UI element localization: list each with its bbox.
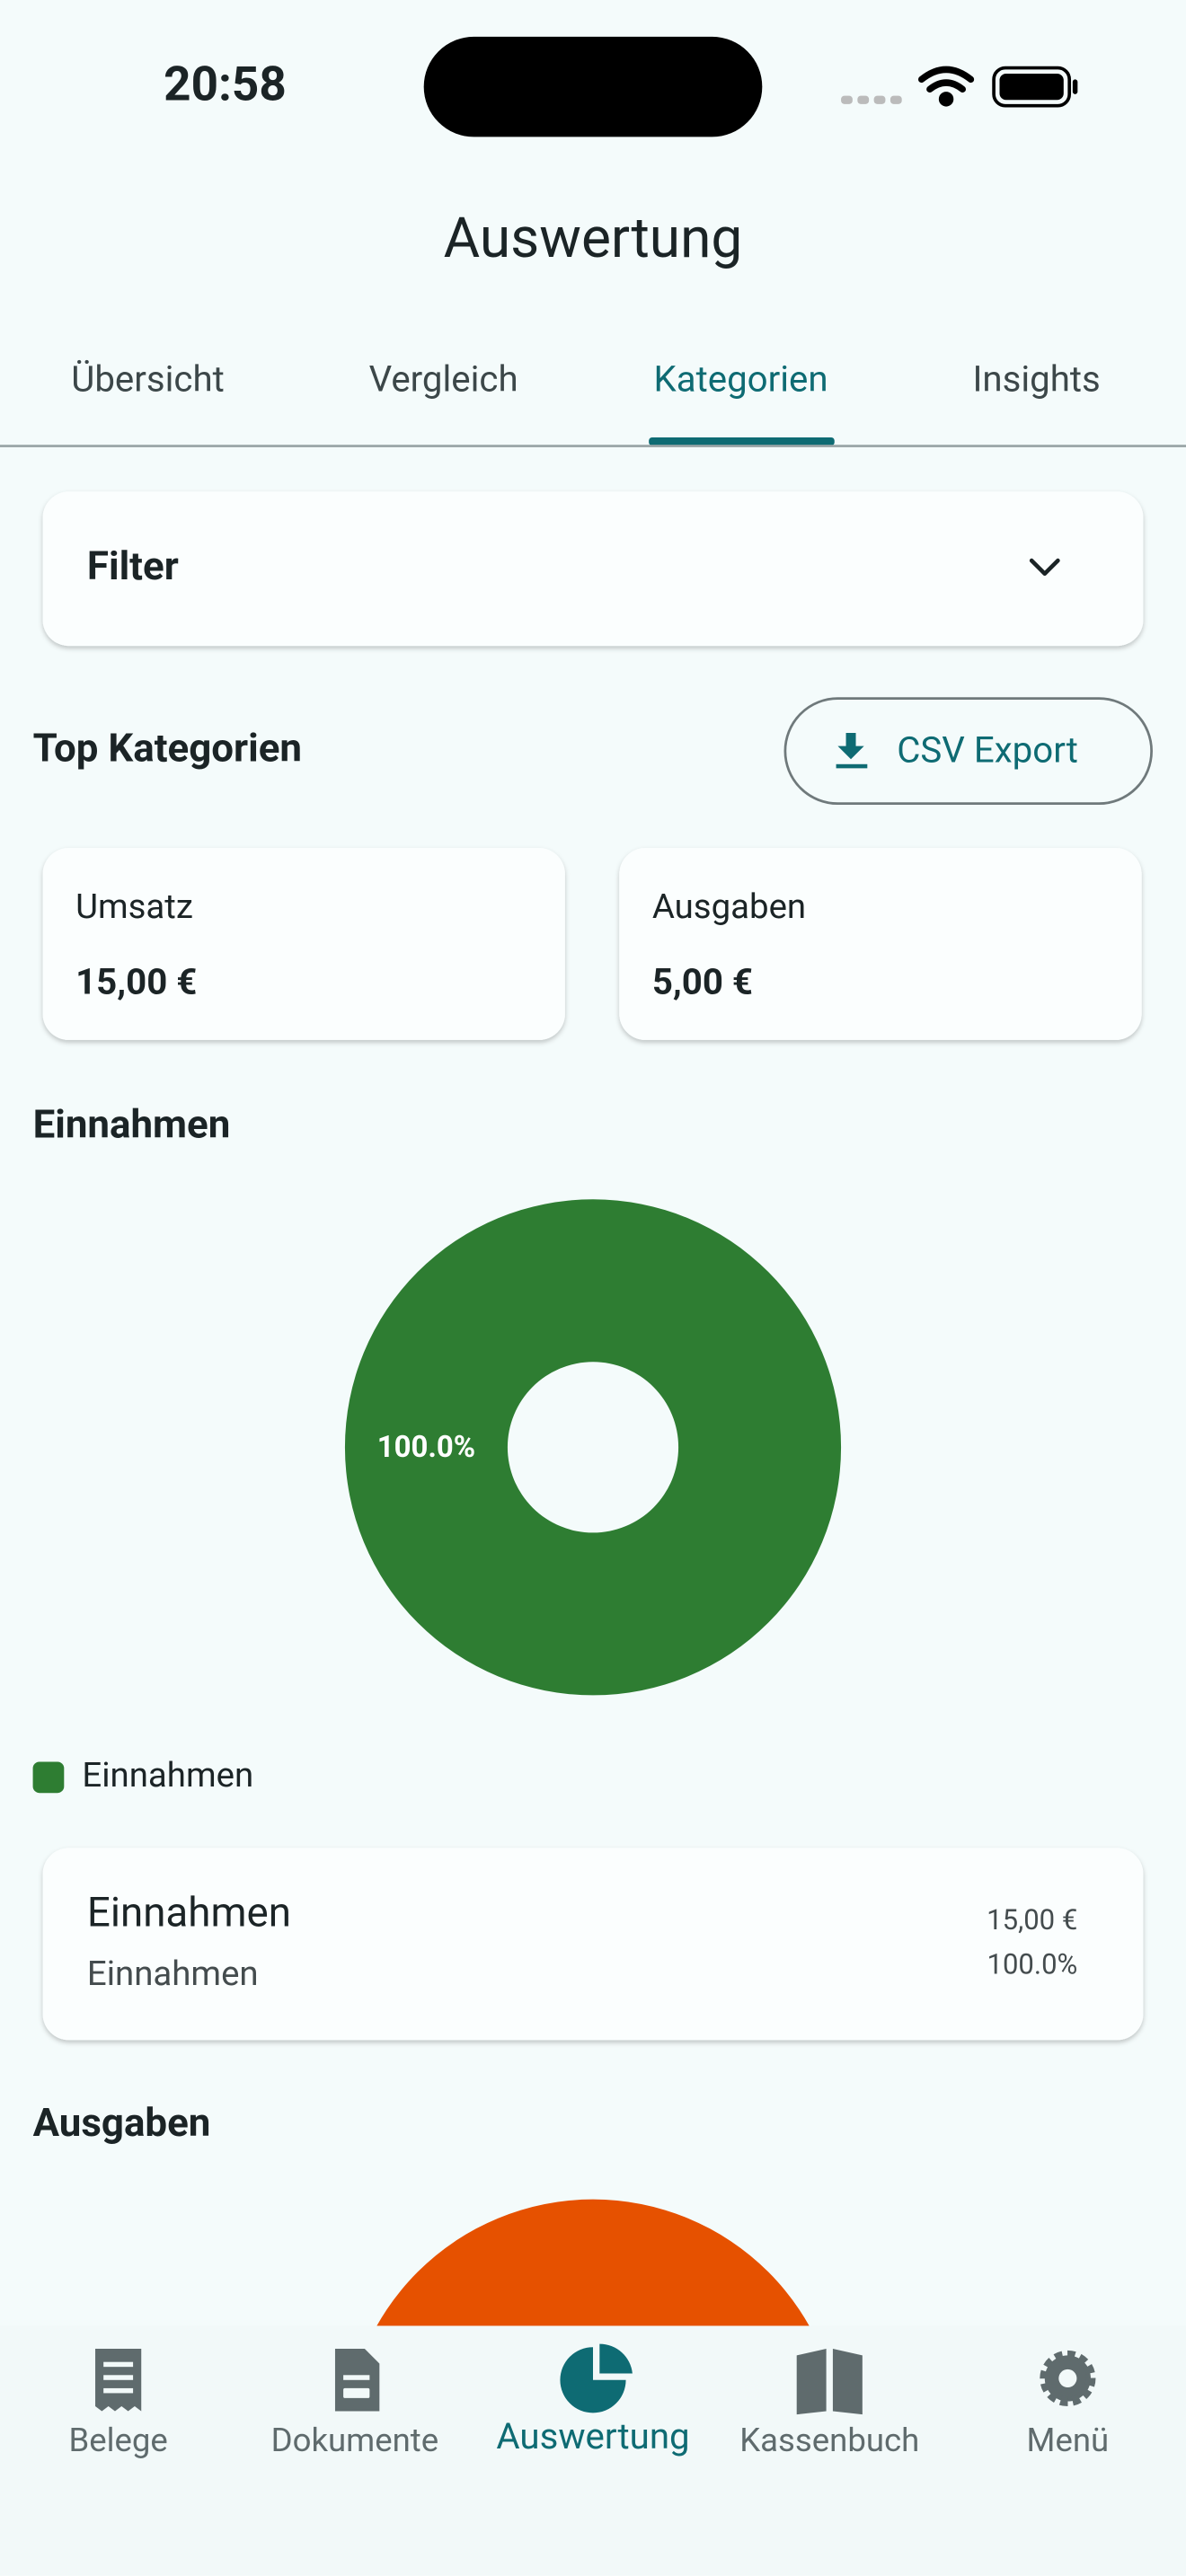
tab[interactable]: Kategorien: [654, 357, 828, 400]
chevron-icon: [1029, 558, 1060, 576]
legend-swatch: [32, 1761, 65, 1794]
legend-label: Einnahmen: [82, 1755, 253, 1795]
breakdown-card: [42, 1848, 1144, 2041]
breakdown-title: Einnahmen: [87, 1889, 291, 1936]
breakdown-percent: 100.0%: [987, 1947, 1078, 1981]
tab-divider: [0, 445, 1186, 447]
signal-icon: [841, 95, 902, 104]
slice-label: 100.0%: [377, 1430, 475, 1465]
charts: Einnahmen 100.0% Einnahmen Ausgaben: [32, 1100, 842, 2326]
book-icon: [796, 2349, 863, 2415]
tab-bar: Übersicht Vergleich Kategorien Insights: [71, 357, 1101, 400]
nav-label[interactable]: Auswertung: [496, 2415, 689, 2457]
battery-icon: [992, 66, 1078, 108]
filter-card[interactable]: [42, 491, 1144, 647]
nav-label[interactable]: Belege: [68, 2421, 167, 2459]
card-label: Umsatz: [75, 887, 193, 927]
summary-cards: Umsatz 15,00 € Ausgaben 5,00 €: [42, 848, 1142, 1040]
card-value: 15,00 €: [75, 960, 197, 1002]
chart-title: Ausgaben: [33, 2099, 211, 2146]
export-label: CSV Export: [897, 729, 1078, 772]
tab[interactable]: Übersicht: [71, 357, 225, 400]
dynamic-island: [423, 36, 763, 137]
filter-label: Filter: [87, 543, 179, 589]
receipt-icon: [95, 2349, 142, 2412]
nav-label[interactable]: Dokumente: [271, 2421, 438, 2459]
chart-title: Einnahmen: [33, 1100, 231, 1147]
breakdown-amount: 15,00 €: [987, 1903, 1077, 1936]
summary-card: [619, 848, 1142, 1040]
section-title: Top Kategorien: [33, 725, 302, 772]
document-icon: [334, 2349, 380, 2412]
summary-card: [42, 848, 565, 1040]
nav-label[interactable]: Menü: [1027, 2421, 1110, 2459]
nav-label[interactable]: Kassenbuch: [739, 2421, 919, 2459]
pie-slice: [376, 2199, 810, 2326]
export-button[interactable]: [783, 697, 1153, 806]
nav-items: Belege Dokumente Auswertung Kassenbuch Menü: [68, 2415, 1109, 2459]
status-time: 20:58: [164, 57, 287, 112]
card-value: 5,00 €: [652, 960, 753, 1002]
tab-indicator: [649, 437, 835, 446]
download-icon: [836, 733, 868, 769]
card-label: Ausgaben: [652, 887, 806, 927]
content: Filter Top Kategorien CSV Export Umsatz 1…: [32, 491, 1153, 2326]
wifi-icon: [917, 66, 975, 107]
tab[interactable]: Vergleich: [369, 357, 518, 400]
page-title: Auswertung: [444, 206, 743, 271]
settings-icon: [1040, 2350, 1096, 2407]
breakdown-list: Einnahmen Einnahmen 15,00 € 100.0%: [42, 1848, 1144, 2041]
pie-slice: [344, 1199, 842, 1696]
tab[interactable]: Insights: [972, 357, 1100, 400]
breakdown-subtitle: Einnahmen: [87, 1954, 259, 1994]
pie-icon: [560, 2343, 633, 2413]
